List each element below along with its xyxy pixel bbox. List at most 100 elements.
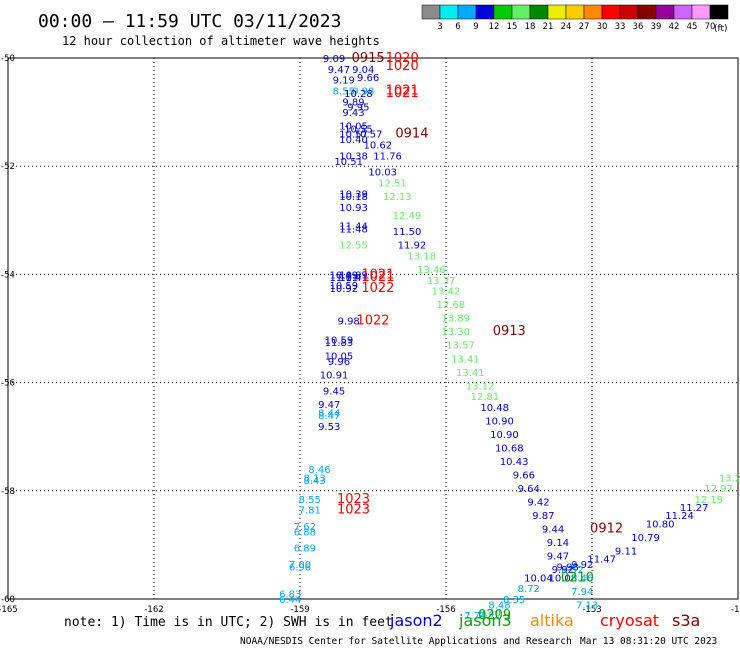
footer-note: note: 1) Time is in UTC; 2) SWH is in fe… — [64, 615, 393, 630]
colorbar-tick: 15 — [507, 22, 518, 32]
colorbar-tick: 70 — [705, 22, 716, 32]
pass-time-label: 1020 — [386, 51, 419, 66]
colorbar-tick: 21 — [543, 22, 554, 32]
wave-height-label: 9.04 — [352, 65, 374, 76]
colorbar: 3 6 9 12 15 18 21 24 27 30 33 36 39 42 45 70 — [421, 4, 729, 32]
wave-height-label: 11.50 — [393, 227, 422, 238]
wave-height-label: 11.83 — [325, 338, 354, 349]
wave-height-label: 6.83 — [279, 590, 301, 601]
colorbar-swatch — [601, 4, 621, 20]
wave-height-label: 10.04 — [524, 573, 553, 584]
colorbar-swatch — [439, 4, 459, 20]
x-tick-label: -153 — [582, 605, 601, 615]
x-tick-label: -156 — [436, 605, 455, 615]
wave-height-label: 11.27 — [680, 503, 709, 514]
x-ticks: -165 -162 -159 -156 -153 -15 — [0, 605, 740, 615]
wave-height-label: 10.28 — [344, 89, 373, 100]
pass-time-label: 0210 — [561, 570, 594, 585]
wave-height-label: 9.96 — [328, 357, 350, 368]
wave-height-label: 8.55 — [299, 495, 321, 506]
pass-time-label: 1022 — [361, 281, 394, 296]
colorbar-swatch — [421, 4, 441, 20]
wave-height-label: 10.57 — [354, 130, 383, 141]
wave-height-label: 8.52 — [561, 565, 583, 576]
pass-time-label: 1021 — [386, 86, 419, 101]
wave-height-label: 10.89 — [339, 270, 368, 281]
pass-time-label: 0209 — [478, 608, 511, 623]
colorbar-tick: 3 — [437, 22, 442, 32]
wave-height-label: 7.81 — [299, 506, 321, 517]
wave-height-label: 9.45 — [323, 387, 345, 398]
wave-height-label: 12.97 — [704, 484, 733, 495]
wave-height-label: 12.55 — [339, 241, 368, 252]
colorbar-swatch — [493, 4, 513, 20]
wave-height-label: 12.49 — [393, 211, 422, 222]
wave-height-label: 12.68 — [437, 300, 466, 311]
colorbar-swatch — [619, 4, 639, 20]
wave-height-label: 9.98 — [557, 563, 579, 574]
y-tick-label: -56 — [1, 379, 15, 389]
wave-height-label: 6.44 — [279, 595, 301, 606]
pass-time-label: 0913 — [493, 324, 526, 339]
colorbar-swatch — [565, 4, 585, 20]
wave-height-label: 9.11 — [615, 546, 637, 557]
colorbar-swatch — [511, 4, 531, 20]
colorbar-unit: (ft) — [714, 24, 728, 34]
wave-height-label: 12.19 — [694, 495, 723, 506]
colorbar-tick: 30 — [597, 22, 608, 32]
wave-height-label: 10.59 — [325, 335, 354, 346]
legend-cryosat: cryosat — [600, 611, 659, 630]
colorbar-swatch — [457, 4, 477, 20]
wave-height-label: 13.21 — [719, 473, 740, 484]
plot-area: -165-162-159-156-153-15 -50-52-54-56-58-… — [0, 51, 740, 623]
colorbar-swatch — [637, 4, 657, 20]
colorbar-swatch — [547, 4, 567, 20]
wave-height-label: 8.43 — [303, 476, 325, 487]
wave-height-label: 7.94 — [571, 587, 593, 598]
wave-height-label: 13.41 — [451, 354, 480, 365]
wave-height-label: 9.44 — [542, 525, 564, 536]
wave-height-label: 10.05 — [325, 352, 354, 363]
wave-height-label: 9.47 — [547, 552, 569, 563]
wave-height-label: 10.03 — [368, 168, 397, 179]
wave-height-label: 11.48 — [339, 224, 368, 235]
wave-height-label: 9.98 — [352, 86, 374, 97]
wave-height-label: 9.42 — [527, 498, 549, 509]
wave-height-label: 10.91 — [320, 370, 349, 381]
y-tick-label: -60 — [1, 595, 15, 605]
wave-height-label: 9.66 — [513, 471, 535, 482]
wave-height-label: 8.47 — [318, 411, 340, 422]
wave-height-label: 8.35 — [503, 595, 525, 606]
wave-height-label: 9.89 — [342, 97, 364, 108]
wave-height-label: 11.47 — [587, 554, 616, 565]
pass-time-label: 1022 — [356, 313, 389, 328]
pass-time-label: 0912 — [590, 522, 623, 537]
wave-height-label: 9.92 — [552, 565, 574, 576]
wave-height-label: 10.41 — [339, 273, 368, 284]
wave-height-label: 10.80 — [646, 519, 675, 530]
wave-height-label: 9.92 — [571, 560, 593, 571]
wave-height-label: 10.79 — [631, 533, 660, 544]
wave-height-label: 10.59 — [329, 281, 358, 292]
wave-height-label: 13.37 — [427, 276, 456, 287]
wave-height-label: 9.87 — [532, 511, 554, 522]
wave-height-label: 9.95 — [347, 103, 369, 114]
wave-height-label: 9.19 — [333, 76, 355, 87]
pass-time-label: 1021 — [386, 83, 419, 98]
pass-time-label: 1021 — [361, 270, 394, 285]
wave-height-label: 9.43 — [342, 108, 364, 119]
wave-height-label: 6.89 — [294, 544, 316, 555]
wave-height-label: 11.24 — [665, 511, 694, 522]
wave-height-label: 10.55 — [344, 124, 373, 135]
wave-height-label: 10.92 — [329, 284, 358, 295]
wave-height-label: 13.42 — [432, 287, 461, 298]
wave-height-label: 11.11 — [329, 273, 358, 284]
wave-height-label: 10.08 — [548, 573, 577, 584]
page-title: 00:00 – 11:59 UTC 03/11/2023 — [38, 11, 341, 32]
wave-height-label: 13.12 — [466, 381, 495, 392]
x-tick-label: -159 — [290, 605, 309, 615]
wave-height-label: 8.48 — [488, 600, 510, 611]
wave-height-label: 12.81 — [471, 392, 500, 403]
wave-height-label: 11.92 — [398, 241, 427, 252]
